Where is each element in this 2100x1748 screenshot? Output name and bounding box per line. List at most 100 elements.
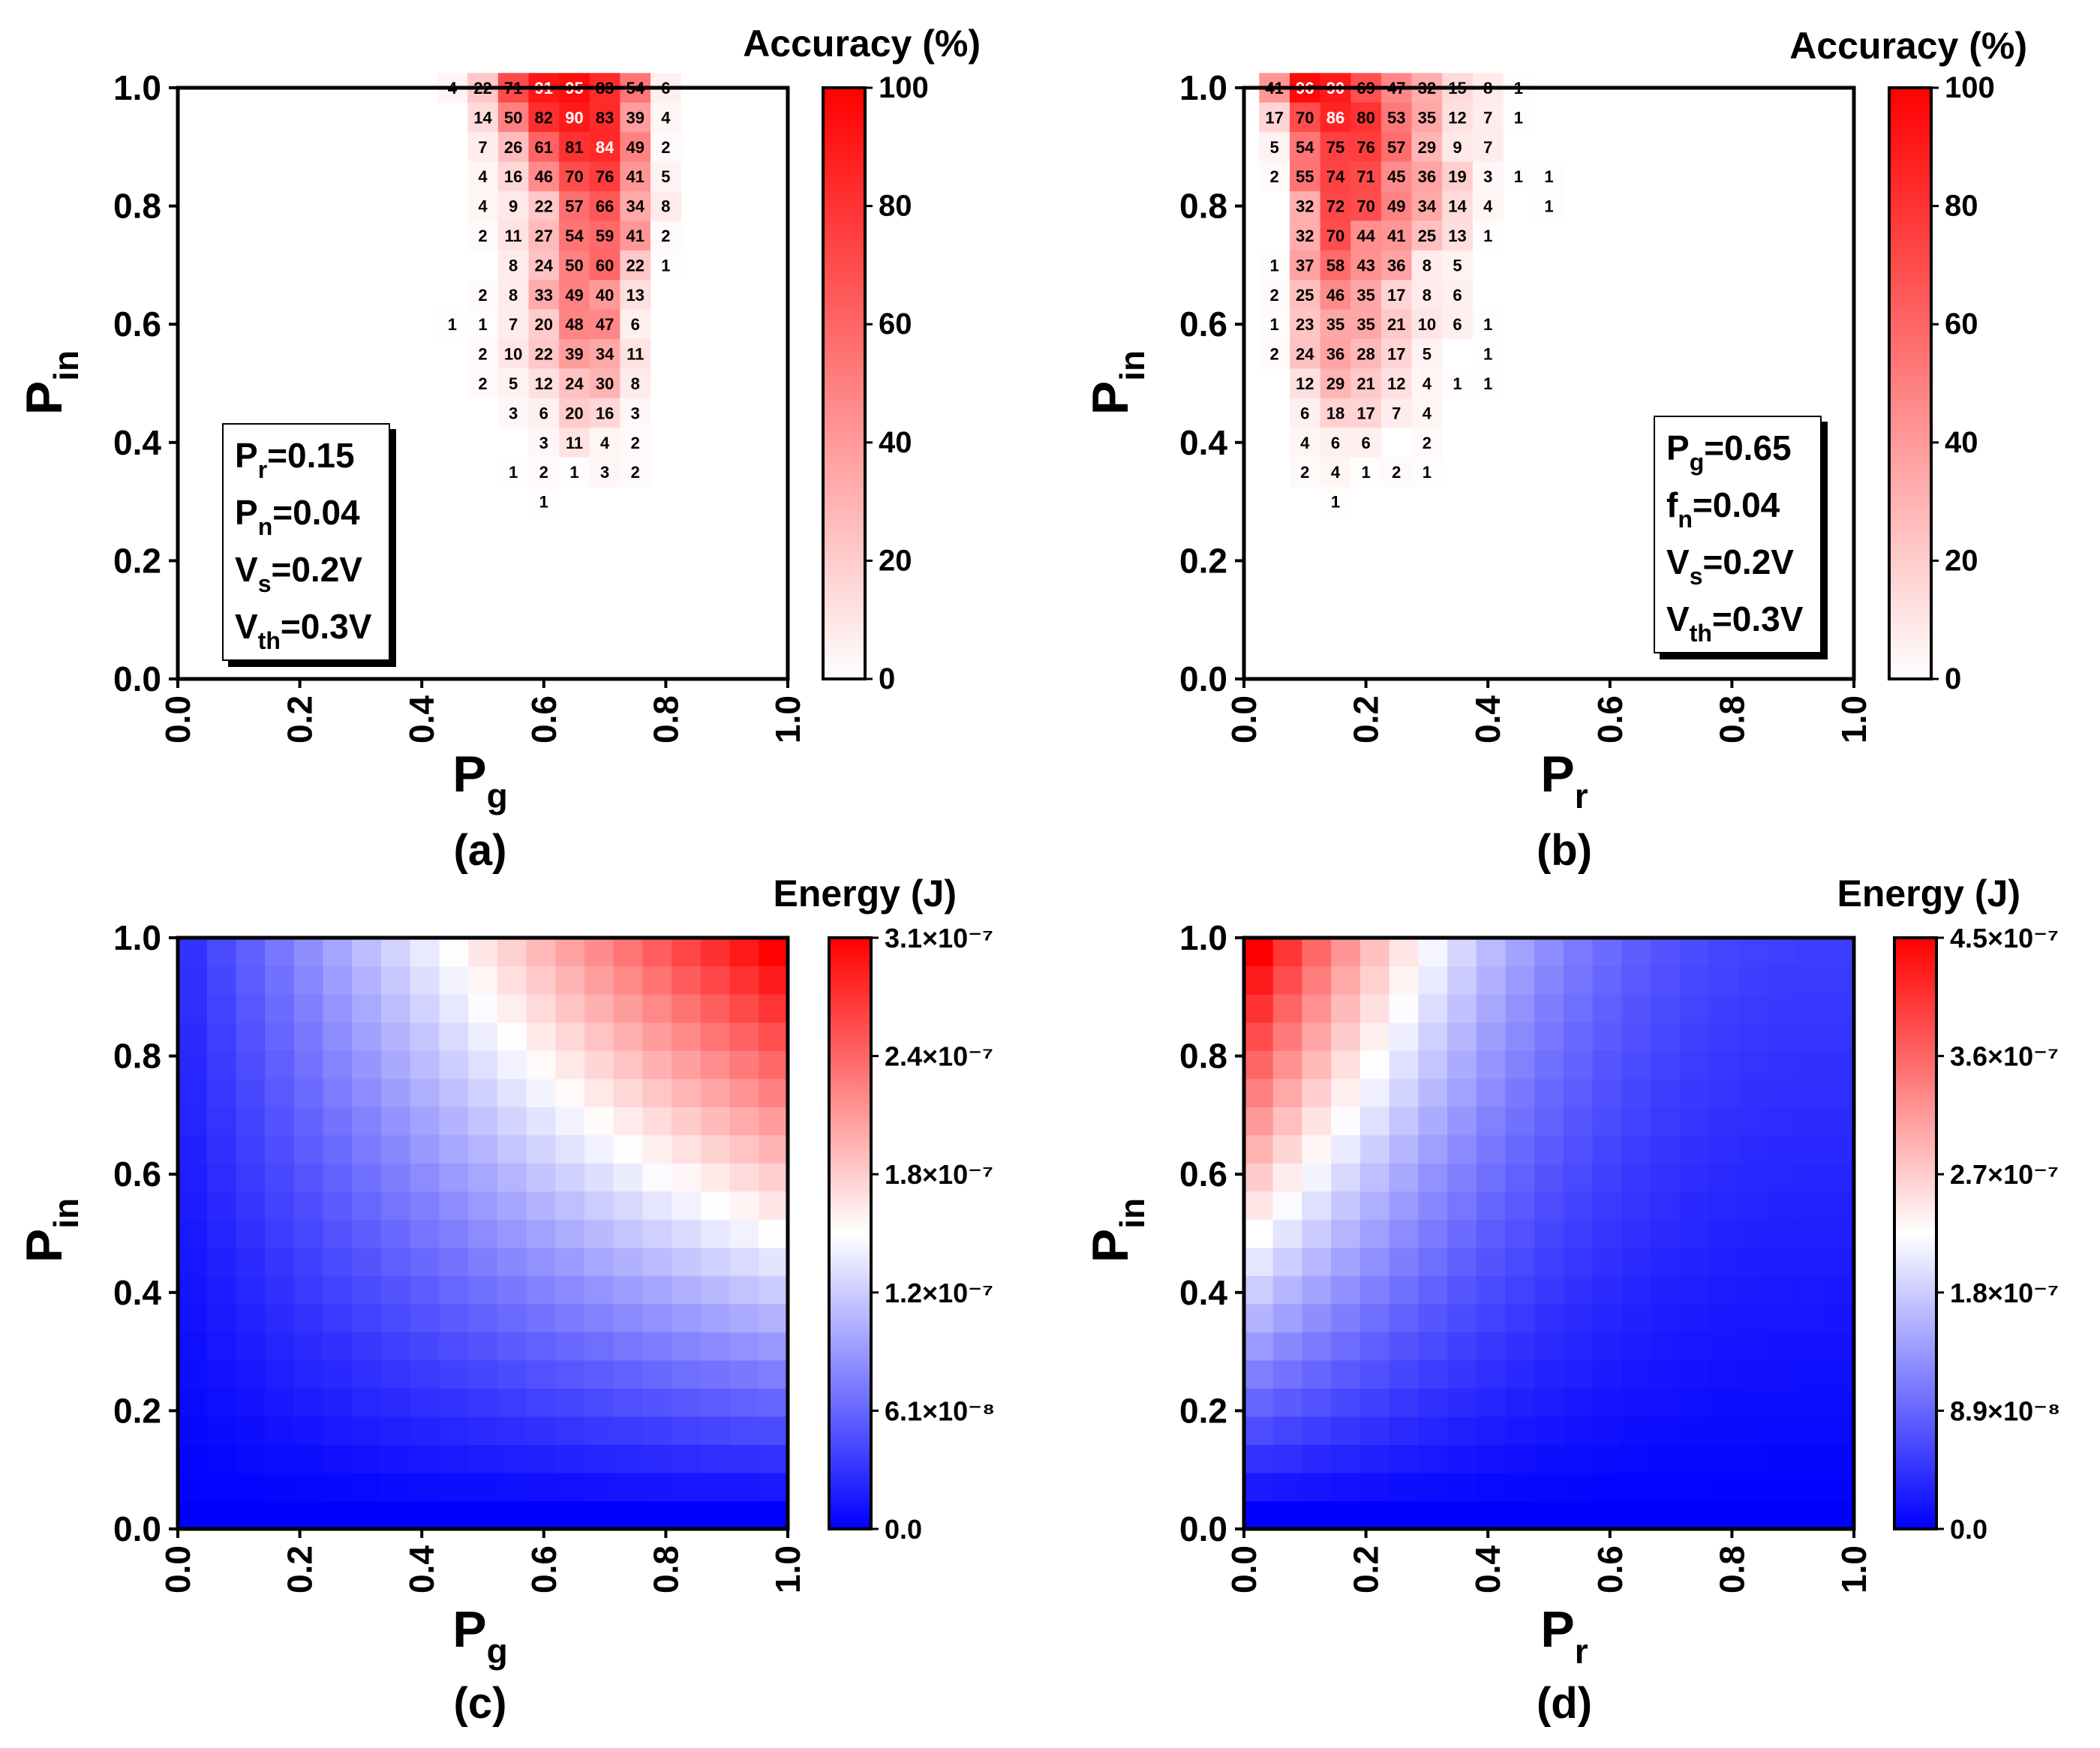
heatmap-cell (1380, 132, 1413, 162)
heatmap-cell (759, 1303, 789, 1332)
heatmap-cell (1418, 1472, 1448, 1502)
heatmap-cell (526, 1359, 556, 1389)
heatmap-cell-value: 41 (626, 167, 644, 186)
heatmap-cell (1738, 1416, 1768, 1446)
heatmap-cell (528, 338, 560, 369)
heatmap-cell (1411, 280, 1443, 310)
heatmap-cell (1505, 1359, 1535, 1389)
heatmap-cell (1708, 966, 1738, 995)
heatmap-cell (381, 1275, 411, 1305)
heatmap-cell (1679, 1303, 1710, 1332)
heatmap-cell (1447, 1134, 1477, 1164)
heatmap-cell (1272, 994, 1303, 1023)
heatmap-cell (1472, 102, 1504, 133)
heatmap-cell (528, 428, 560, 458)
heatmap-cell (1380, 280, 1413, 310)
heatmap-cell (613, 1247, 644, 1276)
heatmap-cell (671, 1275, 702, 1305)
heatmap-cell (1766, 1134, 1797, 1164)
heatmap-cell (293, 1388, 324, 1417)
heatmap-cell-value: 2 (661, 138, 670, 157)
heatmap-cell (1679, 1472, 1710, 1502)
heatmap-cell (1563, 938, 1594, 967)
heatmap-cell (439, 1416, 469, 1446)
heatmap-cell-value: 17 (1387, 345, 1405, 364)
heatmap-cell (1708, 1444, 1738, 1473)
heatmap-cell-value: 35 (1418, 108, 1436, 127)
heatmap-cell-value: 2 (1423, 434, 1432, 452)
heatmap-cell (293, 1107, 324, 1136)
heatmap-cell (1476, 966, 1507, 995)
heatmap-cell (1442, 221, 1474, 251)
heatmap-cell-value: 4 (1300, 434, 1310, 452)
heatmap-cell (293, 1078, 324, 1107)
heatmap-cell (700, 1134, 731, 1164)
heatmap-cell (1259, 102, 1290, 133)
heatmap-cell (589, 309, 620, 340)
heatmap-cell (323, 1134, 353, 1164)
heatmap-cell (559, 398, 590, 428)
x-tick-label: 0.8 (646, 1545, 685, 1593)
heatmap-cell (1708, 994, 1738, 1023)
heatmap-cell (1766, 1078, 1797, 1107)
heatmap-cell (1331, 938, 1361, 967)
heatmap-cell (1534, 966, 1564, 995)
heatmap-cell (439, 1022, 469, 1051)
heatmap-cell-value: 14 (473, 108, 492, 127)
heatmap-cell-value: 25 (1296, 286, 1314, 305)
heatmap-cell (1476, 1303, 1507, 1332)
heatmap-cell (236, 1444, 266, 1473)
heatmap-cell (1738, 1050, 1768, 1080)
heatmap-cell (323, 1219, 353, 1248)
heatmap-cell (1708, 1078, 1738, 1107)
heatmap-cell (1679, 1444, 1710, 1473)
heatmap-cell (1679, 1163, 1710, 1192)
heatmap-cell (1289, 309, 1321, 340)
heatmap-cell (1418, 966, 1448, 995)
heatmap-cell (1708, 938, 1738, 967)
heatmap-cell-value: 16 (596, 404, 614, 422)
heatmap-cell-value: 61 (535, 138, 553, 157)
heatmap-cell (584, 1219, 614, 1248)
heatmap-cell (468, 1359, 498, 1389)
heatmap-cell (1418, 1275, 1448, 1305)
heatmap-cell (528, 486, 560, 517)
y-tick-label: 1.0 (113, 68, 161, 107)
heatmap-cell-value: 7 (478, 138, 487, 157)
heatmap-cell (1476, 1107, 1507, 1136)
heatmap-cell (497, 1275, 527, 1305)
heatmap-cell-value: 58 (1326, 256, 1344, 275)
x-tick-label: 1.0 (768, 1545, 807, 1593)
heatmap-cell-value: 4 (478, 197, 488, 216)
colorbar-tick-label: 1.8×10⁻⁷ (1950, 1278, 2059, 1308)
heatmap-cell (352, 1444, 382, 1473)
heatmap-cell (1651, 1500, 1681, 1530)
heatmap-cell-value: 1 (1514, 108, 1523, 127)
heatmap-cell (613, 1107, 644, 1136)
heatmap-cell (1331, 1163, 1361, 1192)
heatmap-cell (323, 1332, 353, 1361)
heatmap-cell (1563, 1191, 1594, 1220)
heatmap-cell (497, 1050, 527, 1080)
heatmap-cell (352, 1078, 382, 1107)
heatmap-cell (559, 338, 590, 369)
heatmap-cell (1738, 1444, 1768, 1473)
heatmap-cell (1418, 1050, 1448, 1080)
heatmap-cell (323, 1163, 353, 1192)
heatmap-cell (1766, 1303, 1797, 1332)
heatmap-cell (1795, 1219, 1825, 1248)
heatmap-cell (352, 1163, 382, 1192)
heatmap-cell (323, 1416, 353, 1446)
heatmap-cell (1766, 994, 1797, 1023)
heatmap-cell (1534, 191, 1565, 221)
heatmap-cell (1418, 1359, 1448, 1389)
heatmap-cell (1331, 1303, 1361, 1332)
heatmap-cell (1534, 1444, 1564, 1473)
heatmap-cell (236, 938, 266, 967)
heatmap-cell (1708, 1275, 1738, 1305)
heatmap-cell (1795, 1107, 1825, 1136)
heatmap-cell (468, 1500, 498, 1530)
heatmap-cell-value: 26 (504, 138, 522, 157)
heatmap-cell (1359, 1416, 1390, 1446)
heatmap-cell-value: 70 (1356, 197, 1374, 216)
